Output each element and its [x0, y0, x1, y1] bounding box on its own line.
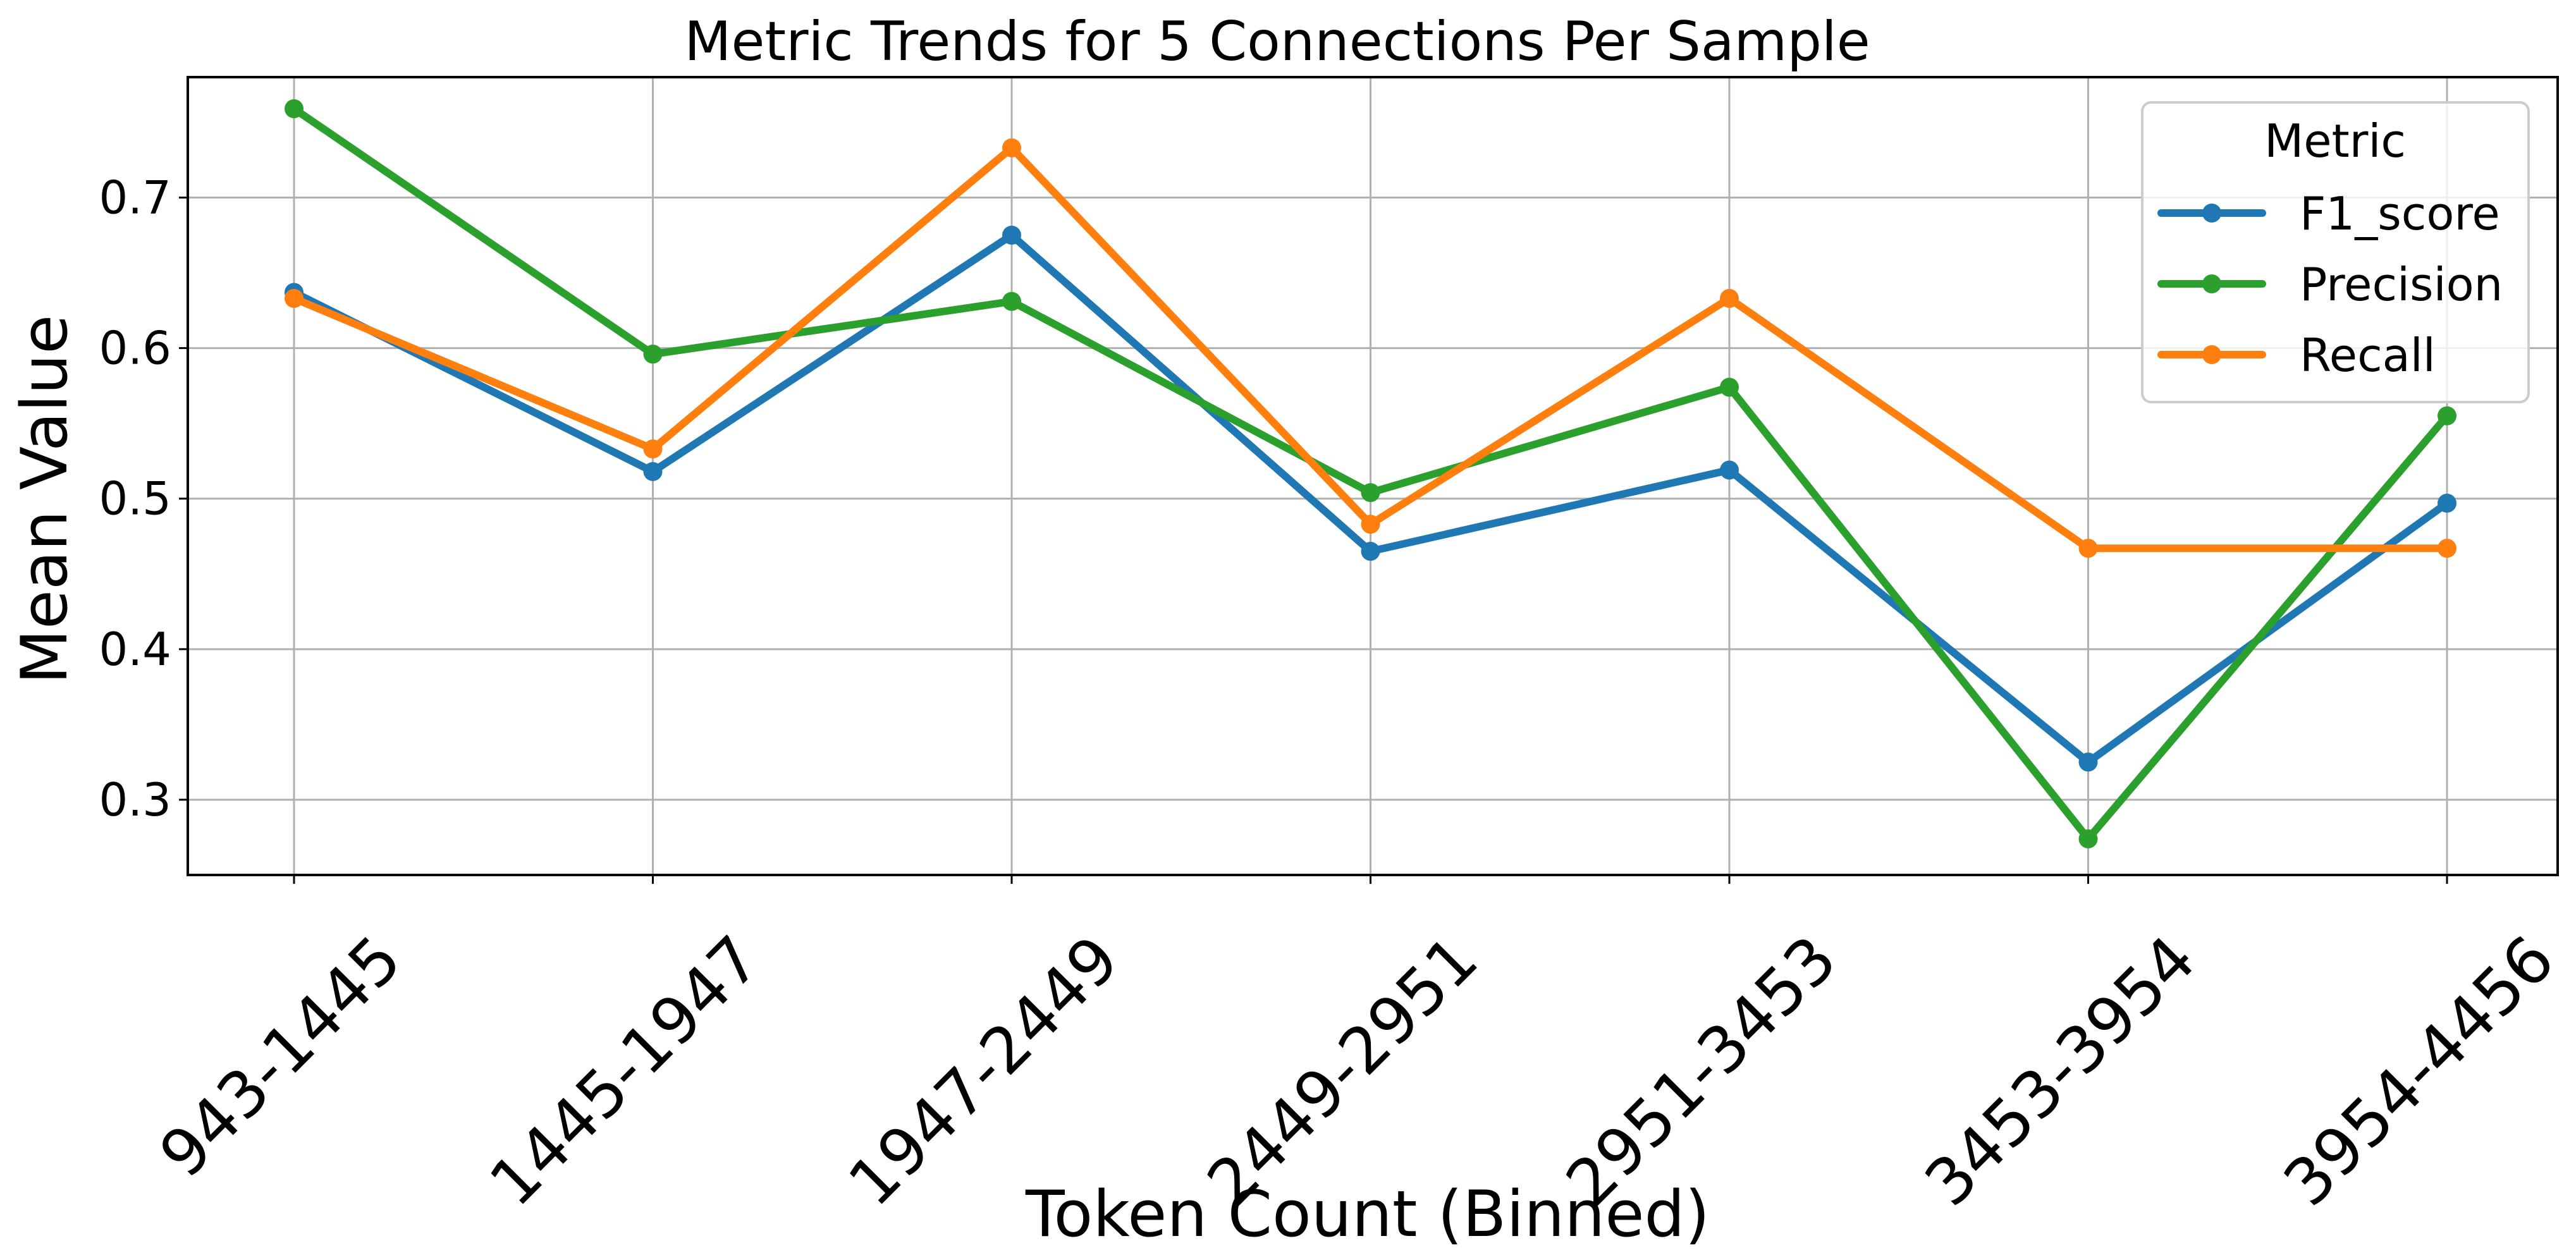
- data-point-recall: [1361, 515, 1380, 534]
- series-recall: [285, 138, 2456, 558]
- legend-title: Metric: [2264, 114, 2406, 168]
- data-point-recall: [2078, 539, 2098, 558]
- data-point-precision: [285, 99, 304, 119]
- data-point-precision: [2438, 406, 2456, 425]
- data-point-recall: [1002, 138, 1021, 157]
- x-tick-label: 3453-3954: [1911, 922, 2210, 1221]
- data-point-precision: [2078, 829, 2098, 848]
- data-point-f1-score: [643, 462, 663, 481]
- data-point-f1-score: [2078, 752, 2098, 772]
- data-point-precision: [643, 345, 663, 364]
- data-point-precision: [1002, 291, 1021, 311]
- data-point-f1-score: [1720, 460, 1739, 480]
- data-point-precision: [1720, 377, 1739, 397]
- legend-item-f1-score: F1_score: [2157, 187, 2500, 240]
- data-point-recall: [2438, 539, 2456, 558]
- x-tick-label: 2449-2951: [1193, 922, 1492, 1221]
- x-tick-label: 1947-2449: [834, 922, 1133, 1221]
- data-point-precision: [1361, 483, 1380, 503]
- y-axis-label: Mean Value: [7, 315, 82, 685]
- x-tick-label: 3954-4456: [2269, 922, 2568, 1221]
- legend-swatch-marker: [2202, 204, 2221, 223]
- x-axis-label: Token Count (Binned): [1025, 1177, 1710, 1251]
- data-point-f1-score: [2438, 493, 2456, 513]
- y-axis-ticks: 0.3 0.4 0.5 0.6 0.7: [99, 171, 188, 826]
- x-axis-ticks: 943-1445 1445-1947 1947-2449 2449-2951 2951-…: [145, 875, 2568, 1220]
- legend-label: Precision: [2300, 258, 2503, 311]
- y-tick-label: 0.6: [99, 322, 171, 375]
- legend: Metric F1_score Precision Recall: [2141, 101, 2530, 403]
- plot-frame: [187, 76, 2559, 876]
- series-lines: [285, 99, 2456, 848]
- y-tick-label: 0.4: [99, 623, 171, 676]
- legend-box: [2141, 101, 2530, 403]
- x-tick-label: 2951-3453: [1552, 922, 1851, 1221]
- x-tick-label: 1445-1947: [475, 922, 775, 1221]
- data-point-recall: [1720, 289, 1739, 309]
- legend-swatch-marker: [2202, 345, 2221, 364]
- data-point-recall: [285, 289, 304, 309]
- legend-label: Recall: [2300, 329, 2436, 382]
- legend-item-precision: Precision: [2157, 258, 2503, 311]
- x-tick-label: 943-1445: [145, 922, 415, 1192]
- y-tick-label: 0.3: [99, 773, 171, 826]
- y-tick-label: 0.7: [99, 171, 171, 224]
- legend-item-recall: Recall: [2157, 329, 2436, 382]
- data-point-f1-score: [1002, 226, 1021, 245]
- legend-label: F1_score: [2300, 187, 2500, 240]
- series-precision: [285, 99, 2456, 848]
- legend-swatch-marker: [2202, 274, 2221, 293]
- data-point-recall: [643, 439, 663, 459]
- data-point-f1-score: [1361, 542, 1380, 561]
- y-tick-label: 0.5: [99, 472, 171, 525]
- chart-title: Metric Trends for 5 Connections Per Samp…: [684, 10, 1870, 73]
- series-f1-score: [285, 226, 2456, 772]
